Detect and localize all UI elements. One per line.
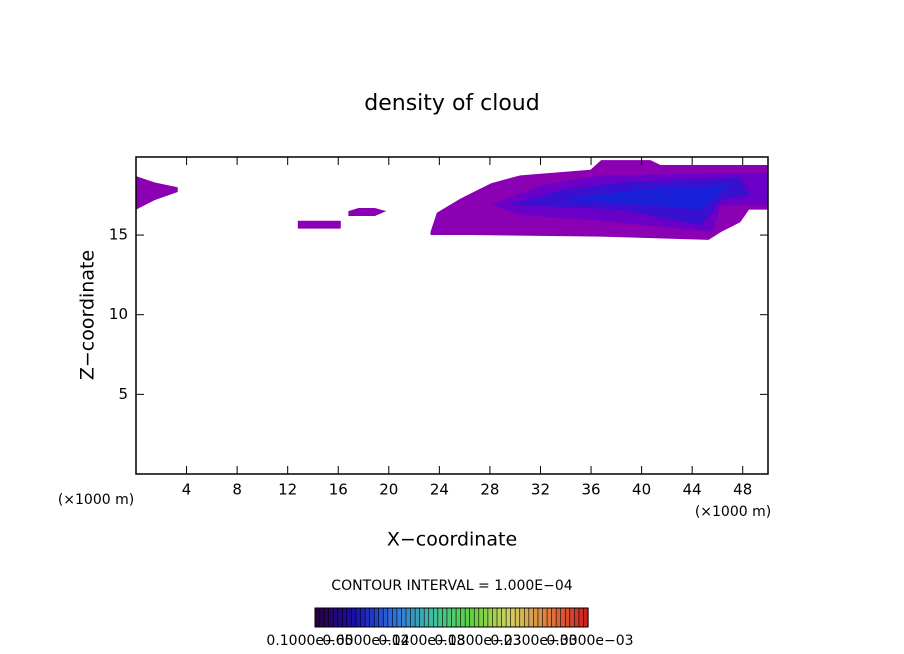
colorbar-cell: [455, 607, 462, 628]
colorbar-cell: [483, 607, 489, 628]
colorbar-cell: [510, 607, 516, 628]
colorbar-cell: [528, 607, 534, 628]
colorbar-cell: [419, 607, 425, 628]
x-tick-label: 28: [480, 481, 499, 499]
colorbar-cell: [328, 607, 334, 628]
colorbar-cell: [569, 607, 575, 628]
x-axis-label: X−coordinate: [387, 529, 517, 551]
colorbar-cell: [551, 607, 557, 628]
colorbar-cell: [346, 607, 353, 628]
colorbar-cell: [437, 607, 444, 628]
chart-title: density of cloud: [364, 91, 539, 116]
colorbar-cell: [496, 607, 503, 628]
y-axis-label: Z−coordinate: [77, 250, 99, 380]
colorbar-cell: [396, 607, 403, 628]
x-tick-label: 8: [232, 481, 242, 499]
colorbar-cell: [555, 607, 562, 628]
colorbar-cell: [451, 607, 457, 628]
colorbar-cell: [523, 607, 530, 628]
x-unit-right: (×1000 m): [695, 504, 771, 520]
y-tick-label: 5: [118, 385, 128, 403]
x-tick-label: 20: [379, 481, 398, 499]
colorbar-cell: [578, 607, 585, 628]
colorbar-cell: [410, 607, 416, 628]
colorbar-cell: [487, 607, 494, 628]
colorbar-cell: [332, 607, 339, 628]
colorbar-cell: [446, 607, 453, 628]
x-unit-left: (×1000 m): [58, 492, 134, 508]
contour-region: [560, 185, 731, 210]
contour-region: [348, 207, 387, 216]
plot-frame: [135, 156, 769, 475]
colorbar-cell: [314, 607, 321, 628]
colorbar-cell: [364, 607, 371, 628]
x-tick-label: 44: [683, 481, 702, 499]
colorbar-cell: [323, 607, 330, 628]
colorbar-cell: [382, 607, 389, 628]
x-tick-label: 16: [329, 481, 348, 499]
colorbar-cell: [505, 607, 512, 628]
colorbar-cell: [401, 607, 407, 628]
x-tick-label: 4: [182, 481, 192, 499]
colorbar-cell: [574, 607, 580, 628]
colorbar-label: 0.1200e−03: [378, 633, 465, 649]
colorbar-cell: [378, 607, 384, 628]
colorbar-cell: [423, 607, 430, 628]
colorbar-cell: [473, 607, 480, 628]
colorbar-cell: [319, 607, 325, 628]
colorbar-cell: [560, 607, 566, 628]
colorbar-cell: [355, 607, 362, 628]
colorbar-cell: [537, 607, 544, 628]
colorbar-label: 0.6000e−04: [322, 633, 409, 649]
colorbar-cell: [405, 607, 412, 628]
contour-region: [297, 220, 341, 229]
x-tick-label: 40: [632, 481, 651, 499]
colorbar-cell: [351, 607, 357, 628]
x-tick-label: 32: [531, 481, 550, 499]
colorbar-cell: [542, 607, 548, 628]
colorbar-cell: [369, 607, 375, 628]
y-tick-label: 15: [109, 226, 128, 244]
colorbar-cell: [501, 607, 507, 628]
x-tick-label: 24: [430, 481, 449, 499]
contour-region: [136, 176, 178, 210]
colorbar-cell: [392, 607, 398, 628]
colorbar-cell: [387, 607, 393, 628]
colorbar-label: 0.1000e−05: [266, 633, 353, 649]
y-tick-label: 10: [109, 305, 128, 323]
colorbar-label: 0.1800e−03: [434, 633, 521, 649]
colorbar-frame: [314, 607, 589, 628]
colorbar-cell: [432, 607, 439, 628]
colorbar-cell: [469, 607, 475, 628]
colorbar-cell: [428, 607, 434, 628]
colorbar-cell: [373, 607, 380, 628]
x-tick-label: 12: [278, 481, 297, 499]
colorbar-cell: [546, 607, 553, 628]
x-tick-label: 48: [733, 481, 752, 499]
colorbar-cell: [460, 607, 466, 628]
contour-interval: CONTOUR INTERVAL = 1.000E−04: [331, 578, 572, 594]
colorbar-cell: [478, 607, 484, 628]
colorbar-cell: [519, 607, 525, 628]
x-tick-label: 36: [581, 481, 600, 499]
colorbar-cell: [341, 607, 348, 628]
colorbar-cell: [492, 607, 498, 628]
colorbar-label: 0.3000e−03: [546, 633, 633, 649]
colorbar-label: 0.2300e−03: [490, 633, 577, 649]
colorbar-cell: [414, 607, 421, 628]
colorbar-cell: [360, 607, 366, 628]
colorbar-cell: [337, 607, 343, 628]
colorbar-cell: [442, 607, 448, 628]
colorbar-cell: [514, 607, 521, 628]
colorbar-cell: [533, 607, 539, 628]
colorbar-cell: [564, 607, 571, 628]
colorbar-cell: [464, 607, 471, 628]
